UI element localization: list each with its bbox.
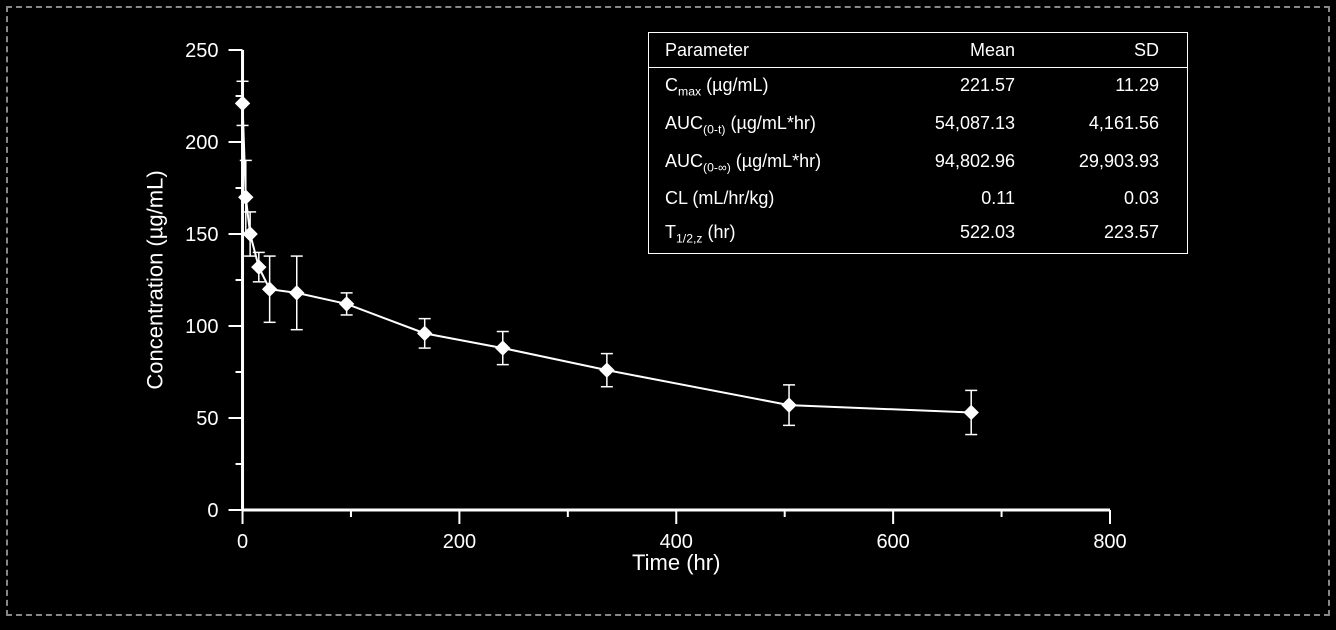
cell-parameter: CL (mL/hr/kg): [665, 189, 885, 207]
y-axis-label: Concentration (µg/mL): [143, 170, 168, 389]
x-tick-label: 0: [237, 531, 248, 553]
data-marker: [263, 282, 277, 296]
pk-parameter-table: Parameter Mean SD Cmax (µg/mL)221.5711.2…: [648, 32, 1188, 254]
cell-parameter: AUC(0-∞) (µg/mL*hr): [665, 152, 885, 174]
cell-parameter: T1/2,z (hr): [665, 223, 885, 245]
data-marker: [340, 297, 354, 311]
cell-mean: 0.11: [885, 189, 1039, 207]
cell-mean: 54,087.13: [885, 114, 1039, 136]
data-marker: [496, 341, 510, 355]
x-tick-label: 800: [1093, 531, 1126, 553]
x-axis-label: Time (hr): [632, 550, 720, 575]
y-tick-label: 100: [185, 316, 218, 338]
x-tick-label: 200: [443, 531, 476, 553]
data-marker: [236, 96, 250, 110]
x-tick-label: 600: [876, 531, 909, 553]
header-sd: SD: [1039, 41, 1159, 59]
y-tick-label: 50: [196, 408, 218, 430]
table-row: T1/2,z (hr)522.03223.57: [649, 215, 1187, 253]
cell-mean: 94,802.96: [885, 152, 1039, 174]
cell-mean: 221.57: [885, 76, 1039, 98]
table-row: AUC(0-∞) (µg/mL*hr)94,802.9629,903.93: [649, 144, 1187, 182]
data-marker: [964, 405, 978, 419]
y-tick-label: 150: [185, 224, 218, 246]
table-row: Cmax (µg/mL)221.5711.29: [649, 68, 1187, 106]
cell-sd: 4,161.56: [1039, 114, 1159, 136]
cell-sd: 0.03: [1039, 189, 1159, 207]
table-row: AUC(0-t) (µg/mL*hr)54,087.134,161.56: [649, 106, 1187, 144]
cell-mean: 522.03: [885, 223, 1039, 245]
cell-sd: 223.57: [1039, 223, 1159, 245]
cell-parameter: AUC(0-t) (µg/mL*hr): [665, 114, 885, 136]
data-marker: [252, 260, 266, 274]
data-marker: [290, 286, 304, 300]
header-mean: Mean: [885, 41, 1039, 59]
y-tick-label: 200: [185, 132, 218, 154]
cell-sd: 29,903.93: [1039, 152, 1159, 174]
table-row: CL (mL/hr/kg)0.110.03: [649, 181, 1187, 215]
table-body: Cmax (µg/mL)221.5711.29AUC(0-t) (µg/mL*h…: [649, 68, 1187, 253]
data-marker: [418, 326, 432, 340]
cell-parameter: Cmax (µg/mL): [665, 76, 885, 98]
cell-sd: 11.29: [1039, 76, 1159, 98]
y-tick-label: 0: [207, 500, 218, 522]
data-marker: [782, 398, 796, 412]
y-tick-label: 250: [185, 40, 218, 62]
table-header-row: Parameter Mean SD: [649, 33, 1187, 68]
data-marker: [239, 190, 253, 204]
header-parameter: Parameter: [665, 41, 885, 59]
data-marker: [600, 363, 614, 377]
